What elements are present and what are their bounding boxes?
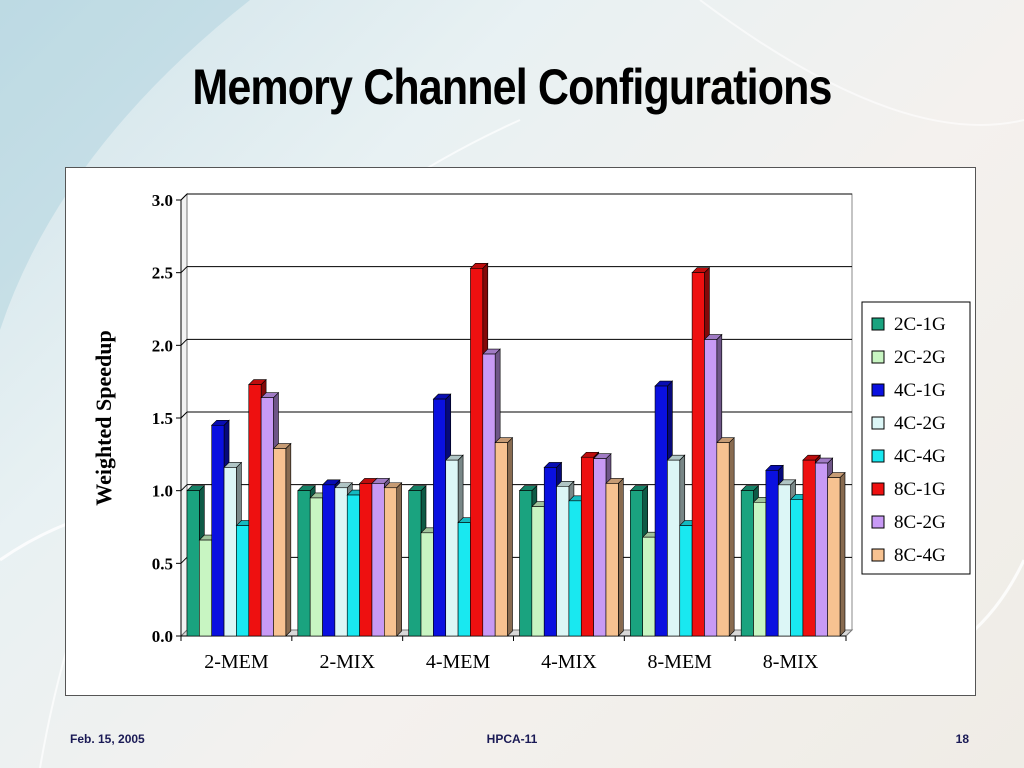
bar [556, 486, 570, 637]
bar [740, 490, 754, 637]
bar [433, 398, 447, 637]
y-axis-title: Weighted Speedup [91, 330, 116, 505]
bar [753, 501, 767, 637]
x-tick-label: 4-MEM [426, 651, 491, 673]
y-tick-label: 3.0 [152, 191, 173, 210]
gridline-depth [180, 411, 188, 419]
bar-chart: 0.0 0.5 1.0 1.5 2.0 2.5 3.0 Weighted Speedup 2-M… [91, 191, 971, 673]
bar [667, 459, 681, 637]
bar [679, 525, 693, 637]
bar [765, 470, 779, 637]
bar [223, 467, 237, 637]
bar [543, 467, 557, 637]
bar [777, 484, 791, 637]
x-tick-label: 2-MEM [204, 651, 269, 673]
bar [482, 353, 496, 637]
bar [297, 490, 311, 637]
bar [371, 483, 385, 637]
bar [199, 539, 213, 637]
bar-side [396, 482, 402, 637]
legend-swatch [871, 515, 885, 529]
y-tick-label: 1.5 [152, 409, 173, 428]
legend-swatch [871, 482, 885, 496]
footer-page-number: 18 [955, 732, 969, 746]
bar [716, 442, 730, 637]
bar [260, 397, 274, 637]
bar [691, 272, 705, 637]
gridline-depth [180, 193, 188, 201]
gridline-depth [180, 484, 188, 492]
legend-label: 4C-1G [894, 380, 946, 401]
slide-title: Memory Channel Configurations [192, 59, 832, 115]
legend-label: 8C-1G [894, 479, 946, 500]
bar [704, 339, 718, 637]
bar [580, 456, 594, 637]
bar [346, 494, 360, 637]
legend-label: 2C-2G [894, 347, 946, 368]
bar [248, 384, 262, 637]
legend-label: 8C-2G [894, 512, 946, 533]
footer-conference: HPCA-11 [486, 732, 538, 746]
bar [236, 525, 250, 637]
bar [790, 499, 804, 637]
legend-label: 4C-4G [894, 446, 946, 467]
bar [445, 459, 459, 637]
bar [827, 477, 841, 637]
bar [408, 490, 422, 637]
bar-side [285, 442, 292, 637]
footer-date: Feb. 15, 2005 [70, 732, 145, 746]
bar [211, 424, 225, 637]
legend-label: 4C-2G [894, 413, 946, 434]
bar-side [507, 436, 513, 637]
bar [519, 490, 533, 637]
bar-side [839, 471, 846, 637]
bar [654, 385, 668, 637]
bar-side [618, 477, 624, 637]
chart-frame: 0.0 0.5 1.0 1.5 2.0 2.5 3.0 Weighted Speedup 2-M… [65, 167, 976, 696]
bar [309, 497, 323, 637]
x-tick-label: 8-MIX [763, 651, 819, 673]
x-tick-label: 2-MIX [319, 651, 375, 673]
y-tick-label: 1.0 [152, 482, 173, 501]
legend-swatch [871, 548, 885, 562]
bar [605, 483, 619, 637]
bar-side [728, 436, 735, 637]
bar [186, 490, 200, 637]
legend-swatch [871, 350, 885, 364]
legend-swatch [871, 449, 885, 463]
gridline-depth [180, 338, 188, 346]
bar [457, 522, 471, 637]
bar [494, 442, 508, 637]
bar [642, 536, 656, 637]
bar [593, 458, 607, 637]
legend-label: 8C-4G [894, 545, 946, 566]
y-tick-label: 0.0 [152, 627, 173, 646]
x-tick-label: 8-MEM [648, 651, 713, 673]
bar [470, 268, 484, 637]
bar [531, 506, 545, 637]
bar [334, 487, 348, 637]
bar [384, 487, 397, 637]
legend-box [861, 301, 971, 575]
y-tick-label: 2.0 [152, 336, 173, 355]
gridline-depth [180, 556, 188, 564]
bar [630, 490, 643, 637]
x-tick-label: 4-MIX [541, 651, 597, 673]
bar [359, 483, 373, 637]
y-tick-label: 2.5 [152, 264, 173, 283]
gridline-depth [180, 266, 188, 274]
bar [273, 448, 287, 637]
bar [802, 459, 816, 637]
legend-label: 2C-1G [894, 314, 946, 335]
legend-swatch [871, 416, 885, 430]
legend-swatch [871, 317, 885, 331]
legend-swatch [871, 383, 885, 397]
bar [322, 484, 336, 637]
bar [814, 462, 828, 637]
y-tick-label: 0.5 [152, 554, 173, 573]
bar [420, 532, 434, 637]
bar [568, 500, 582, 637]
